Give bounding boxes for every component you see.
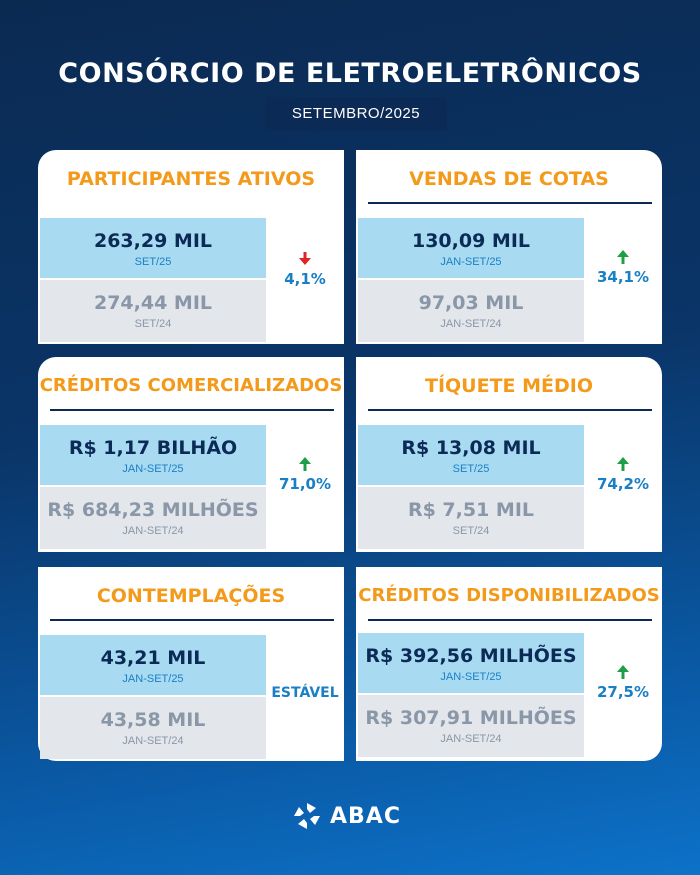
- change-percent: 71,0%: [278, 475, 332, 493]
- card-tiquete-medio: TÍQUETE MÉDIO R$ 13,08 MIL SET/25 R$ 7,5…: [356, 357, 662, 552]
- card-title: CRÉDITOS COMERCIALIZADOS: [39, 375, 343, 396]
- current-value-box: 130,09 MIL JAN-SET/25: [358, 218, 584, 278]
- card-creditos-comercializados: CRÉDITOS COMERCIALIZADOS R$ 1,17 BILHÃO …: [38, 357, 344, 552]
- current-value: 43,21 MIL: [100, 647, 206, 669]
- arrow-up-icon: [584, 250, 662, 264]
- arrow-up-icon: [584, 457, 662, 471]
- arrow-down-icon: [266, 252, 344, 266]
- current-value-box: 43,21 MIL JAN-SET/25: [40, 635, 266, 695]
- arrow-up-icon: [266, 457, 344, 471]
- previous-period: SET/24: [452, 525, 490, 537]
- change-indicator: 74,2%: [584, 457, 662, 493]
- title-divider: [368, 619, 652, 621]
- change-indicator: 27,5%: [584, 665, 662, 701]
- current-period: JAN-SET/25: [122, 463, 184, 475]
- current-period: SET/25: [134, 256, 172, 268]
- previous-value-box: 97,03 MIL JAN-SET/24: [358, 280, 584, 342]
- previous-value-box: 43,58 MIL JAN-SET/24: [40, 697, 266, 759]
- page-title: CONSÓRCIO DE ELETROELETRÔNICOS: [58, 58, 642, 89]
- current-value-box: R$ 1,17 BILHÃO JAN-SET/25: [40, 425, 266, 485]
- current-value: R$ 1,17 BILHÃO: [68, 437, 238, 459]
- current-value: R$ 13,08 MIL: [401, 437, 541, 459]
- change-stable: ESTÁVEL: [271, 685, 339, 701]
- current-value: 130,09 MIL: [411, 230, 531, 252]
- change-percent: 34,1%: [596, 268, 650, 286]
- logo-text: ABAC: [330, 803, 401, 829]
- current-value-box: R$ 13,08 MIL SET/25: [358, 425, 584, 485]
- previous-period: JAN-SET/24: [440, 318, 502, 330]
- previous-value: 43,58 MIL: [100, 709, 206, 731]
- current-period: SET/25: [452, 463, 490, 475]
- previous-period: JAN-SET/24: [122, 735, 184, 747]
- card-title: TÍQUETE MÉDIO: [424, 375, 594, 397]
- card-title: VENDAS DE COTAS: [409, 168, 609, 190]
- change-percent: 27,5%: [596, 683, 650, 701]
- previous-value: R$ 307,91 MILHÕES: [365, 707, 577, 729]
- card-title: CONTEMPLAÇÕES: [96, 585, 286, 607]
- change-indicator: ESTÁVEL: [266, 685, 344, 701]
- current-value-box: R$ 392,56 MILHÕES JAN-SET/25: [358, 633, 584, 693]
- previous-value: 97,03 MIL: [418, 292, 524, 314]
- period-subtitle: SETEMBRO/2025: [265, 97, 447, 131]
- previous-value: R$ 7,51 MIL: [407, 499, 535, 521]
- previous-value-box: R$ 684,23 MILHÕES JAN-SET/24: [40, 487, 266, 549]
- change-indicator: 34,1%: [584, 250, 662, 286]
- previous-value-box: R$ 7,51 MIL SET/24: [358, 487, 584, 549]
- abac-logo-icon: [294, 803, 320, 829]
- previous-value: 274,44 MIL: [93, 292, 213, 314]
- previous-period: SET/24: [134, 318, 172, 330]
- abac-logo: ABAC: [292, 800, 412, 832]
- current-value-box: 263,29 MIL SET/25: [40, 218, 266, 278]
- current-value: 263,29 MIL: [93, 230, 213, 252]
- previous-period: JAN-SET/24: [440, 733, 502, 745]
- previous-value-box: 274,44 MIL SET/24: [40, 280, 266, 342]
- card-title: PARTICIPANTES ATIVOS: [66, 168, 316, 190]
- card-creditos-disponibilizados: CRÉDITOS DISPONIBILIZADOS R$ 392,56 MILH…: [356, 567, 662, 761]
- current-period: JAN-SET/25: [440, 256, 502, 268]
- card-contemplacoes: CONTEMPLAÇÕES 43,21 MIL JAN-SET/25 43,58…: [38, 567, 344, 761]
- card-participantes-ativos: PARTICIPANTES ATIVOS 263,29 MIL SET/25 2…: [38, 150, 344, 344]
- previous-value: R$ 684,23 MILHÕES: [47, 499, 259, 521]
- arrow-up-icon: [584, 665, 662, 679]
- title-divider: [368, 409, 652, 411]
- title-divider: [368, 202, 652, 204]
- change-indicator: 71,0%: [266, 457, 344, 493]
- title-divider: [50, 409, 334, 411]
- change-percent: 74,2%: [596, 475, 650, 493]
- title-divider: [50, 619, 334, 621]
- change-percent: 4,1%: [284, 270, 326, 288]
- previous-period: JAN-SET/24: [122, 525, 184, 537]
- current-value: R$ 392,56 MILHÕES: [365, 645, 577, 667]
- card-title: CRÉDITOS DISPONIBILIZADOS: [358, 585, 660, 606]
- current-period: JAN-SET/25: [122, 673, 184, 685]
- card-vendas-de-cotas: VENDAS DE COTAS 130,09 MIL JAN-SET/25 97…: [356, 150, 662, 344]
- previous-value-box: R$ 307,91 MILHÕES JAN-SET/24: [358, 695, 584, 757]
- current-period: JAN-SET/25: [440, 671, 502, 683]
- change-indicator: 4,1%: [266, 252, 344, 288]
